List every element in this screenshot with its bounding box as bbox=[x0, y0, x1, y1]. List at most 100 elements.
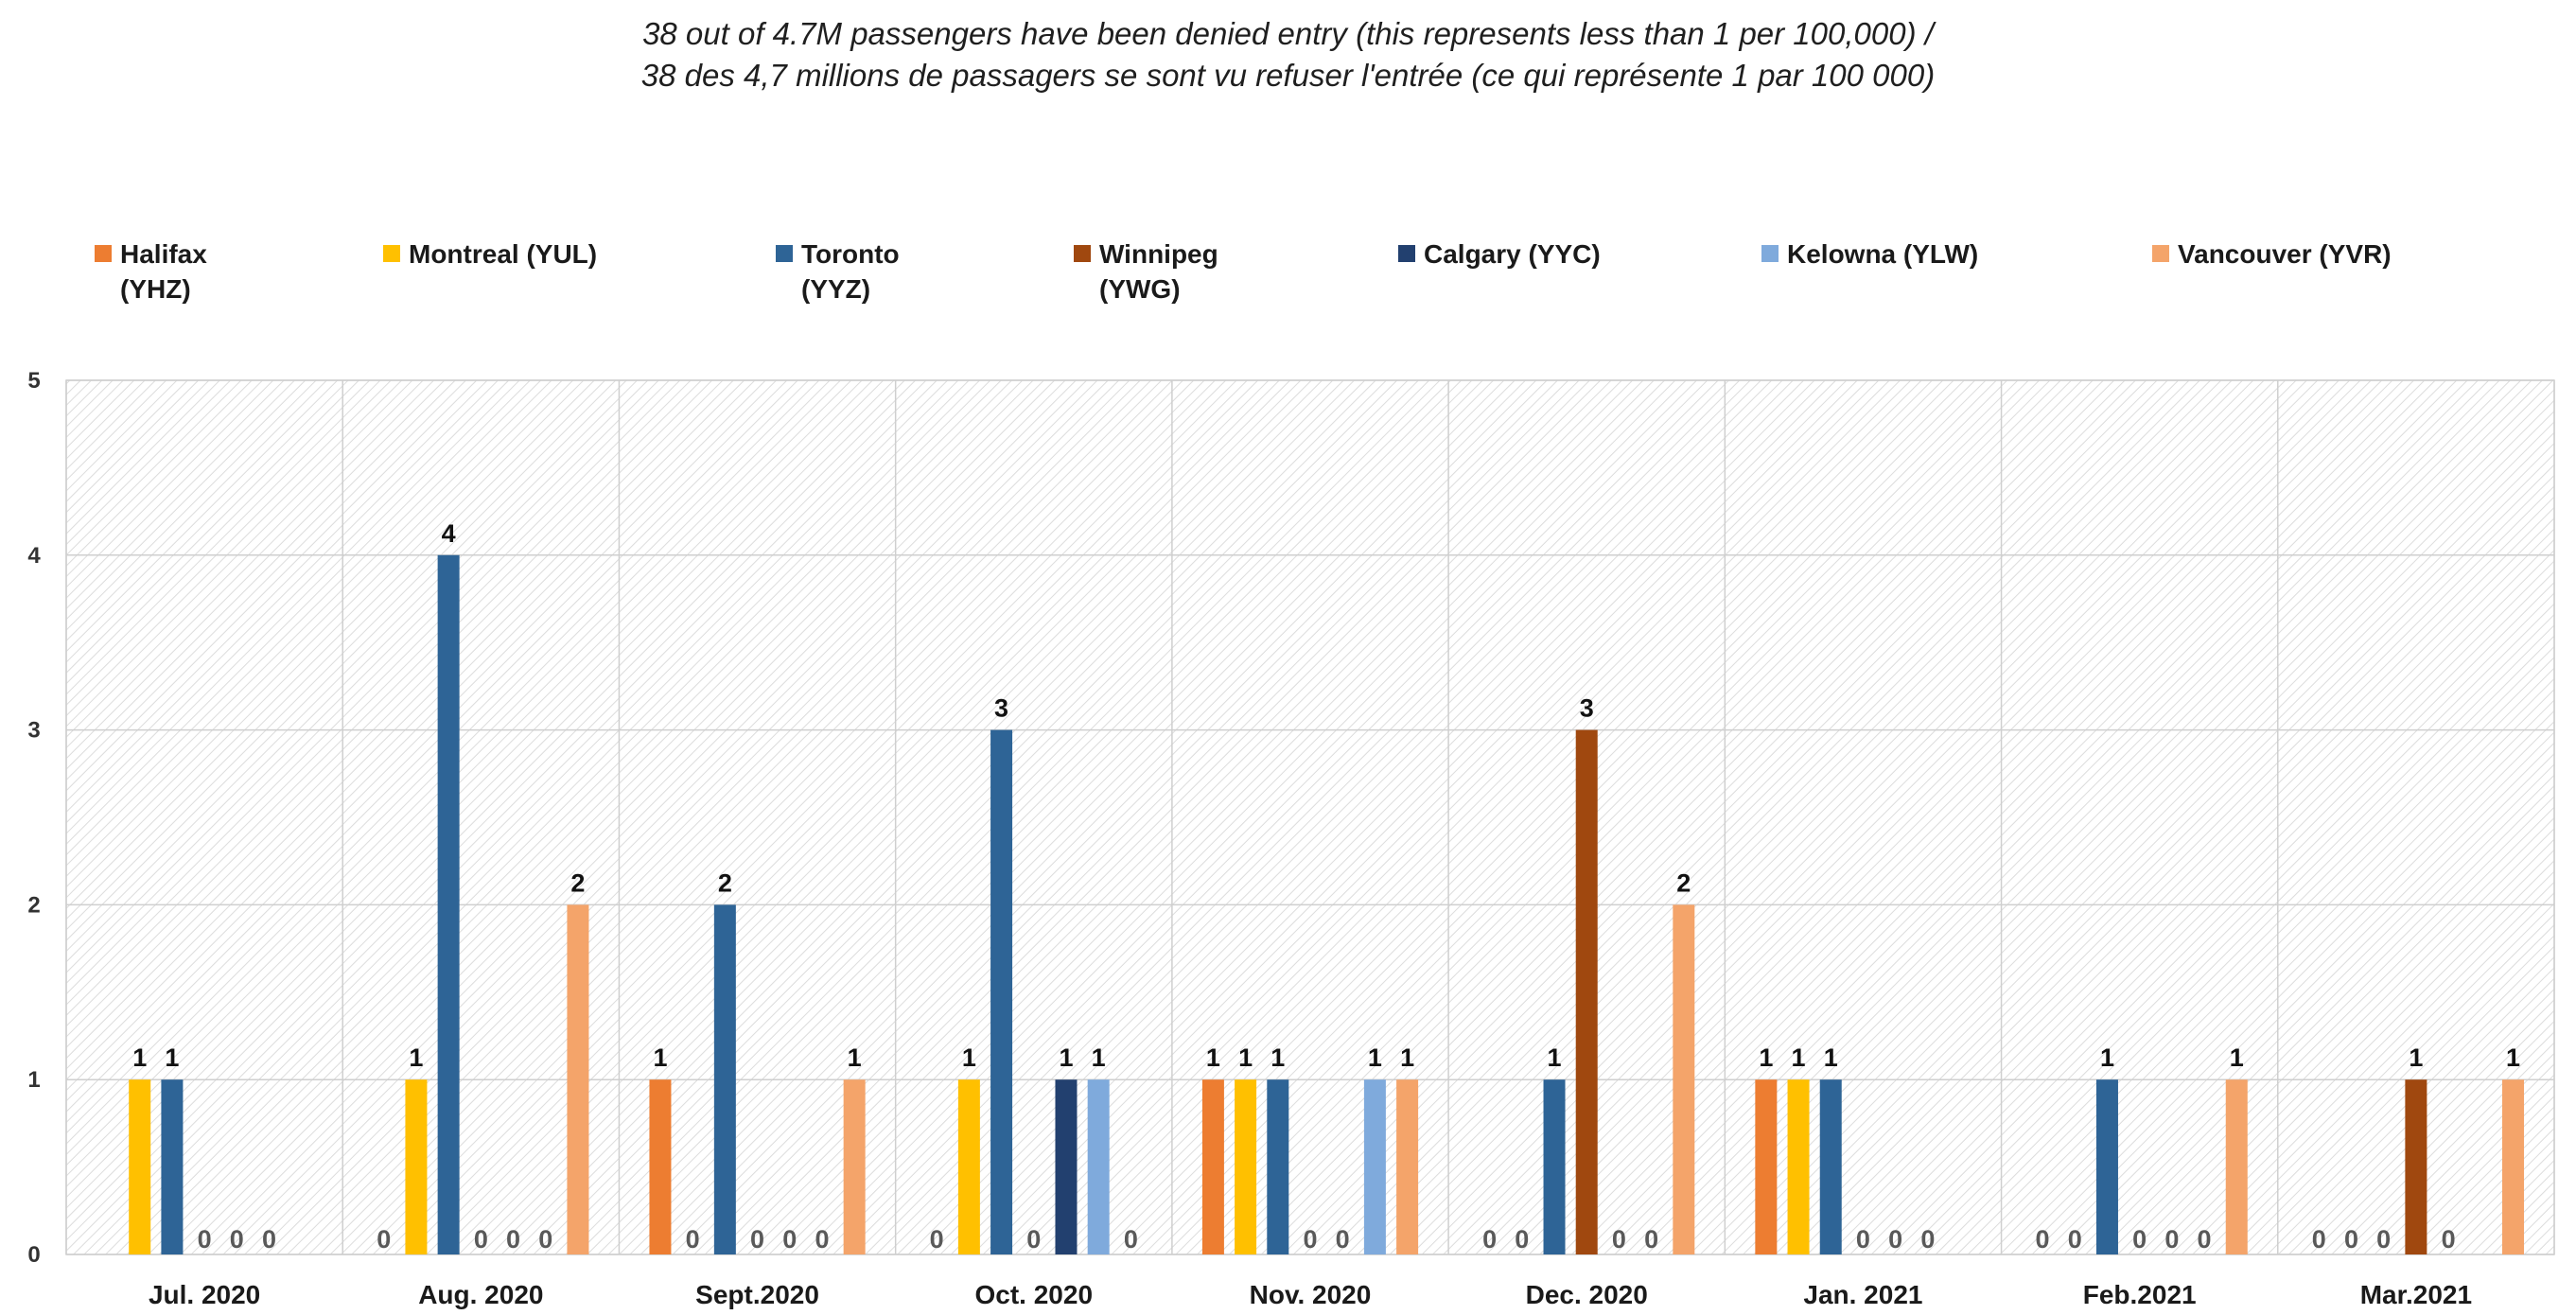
bar bbox=[1363, 1079, 1386, 1254]
data-label: 0 bbox=[815, 1225, 829, 1254]
data-label: 0 bbox=[1124, 1225, 1138, 1254]
x-category-label: Mar.2021 bbox=[2360, 1280, 2472, 1309]
data-label: 1 bbox=[2409, 1043, 2423, 1072]
legend-label-line: Calgary (YYC) bbox=[1424, 239, 1601, 269]
data-label: 0 bbox=[198, 1225, 212, 1254]
y-tick-label: 5 bbox=[27, 368, 40, 394]
legend-label: Montreal (YUL) bbox=[409, 237, 597, 272]
data-label: 1 bbox=[1759, 1043, 1773, 1072]
data-label: 3 bbox=[1580, 694, 1594, 723]
data-label: 0 bbox=[1515, 1225, 1529, 1254]
data-label: 0 bbox=[750, 1225, 764, 1254]
data-label: 0 bbox=[782, 1225, 797, 1254]
data-label: 3 bbox=[994, 694, 1008, 723]
data-label: 1 bbox=[1548, 1043, 1562, 1072]
data-label: 0 bbox=[1612, 1225, 1626, 1254]
legend-item: Montreal (YUL) bbox=[383, 237, 597, 272]
x-category-label: Jan. 2021 bbox=[1803, 1280, 1922, 1309]
legend-item: Toronto (YYZ) bbox=[776, 237, 900, 307]
data-label: 0 bbox=[230, 1225, 244, 1254]
legend-label: Winnipeg (YWG) bbox=[1099, 237, 1218, 307]
legend-label-line: (YYZ) bbox=[801, 274, 871, 304]
y-axis: 0 1 2 3 4 5 bbox=[27, 368, 41, 1268]
bar bbox=[1201, 1079, 1224, 1254]
x-category-label: Aug. 2020 bbox=[418, 1280, 543, 1309]
plot-area bbox=[65, 379, 2555, 1255]
data-label: 0 bbox=[2312, 1225, 2326, 1254]
data-label: 4 bbox=[442, 519, 456, 548]
bar bbox=[1787, 1079, 1810, 1254]
legend-swatch bbox=[95, 245, 112, 262]
y-tick-label: 4 bbox=[27, 543, 41, 569]
bar bbox=[161, 1079, 184, 1254]
bar bbox=[1673, 904, 1695, 1254]
data-label: 0 bbox=[377, 1225, 391, 1254]
bar bbox=[1575, 729, 1598, 1254]
data-label: 1 bbox=[653, 1043, 667, 1072]
legend-label-line: (YHZ) bbox=[120, 274, 191, 304]
data-label: 0 bbox=[2132, 1225, 2147, 1254]
bar bbox=[649, 1079, 672, 1254]
legend-label: Vancouver (YVR) bbox=[2178, 237, 2392, 272]
legend-label: Kelowna (YLW) bbox=[1787, 237, 1978, 272]
bar bbox=[1267, 1079, 1289, 1254]
bar bbox=[2405, 1079, 2427, 1254]
data-label: 0 bbox=[2442, 1225, 2456, 1254]
data-label: 0 bbox=[1336, 1225, 1350, 1254]
data-label: 2 bbox=[1676, 868, 1691, 897]
data-label: 0 bbox=[2036, 1225, 2050, 1254]
bar bbox=[2095, 1079, 2118, 1254]
x-axis: Jul. 2020 Aug. 2020 Sept.2020 Oct. 2020 Nov.… bbox=[149, 1280, 2472, 1309]
data-label: 0 bbox=[1644, 1225, 1658, 1254]
legend-swatch bbox=[1074, 245, 1091, 262]
data-label: 0 bbox=[538, 1225, 552, 1254]
bar bbox=[1755, 1079, 1778, 1254]
x-category-label: Sept.2020 bbox=[695, 1280, 819, 1309]
legend-swatch bbox=[776, 245, 793, 262]
chart-title-line-1: 38 out of 4.7M passengers have been deni… bbox=[642, 16, 1934, 51]
bar bbox=[1055, 1079, 1078, 1254]
bar bbox=[843, 1079, 866, 1254]
y-tick-label: 0 bbox=[27, 1242, 40, 1268]
legend-label-line: Vancouver (YVR) bbox=[2178, 239, 2392, 269]
data-label: 1 bbox=[1400, 1043, 1414, 1072]
data-label: 1 bbox=[165, 1043, 179, 1072]
data-label: 0 bbox=[1920, 1225, 1935, 1254]
plot-background bbox=[65, 379, 2555, 1255]
chart-title-line-2: 38 des 4,7 millions de passagers se sont… bbox=[640, 58, 1936, 93]
data-label: 1 bbox=[1270, 1043, 1285, 1072]
legend-label: Calgary (YYC) bbox=[1424, 237, 1601, 272]
bar bbox=[990, 729, 1013, 1254]
legend-item: Calgary (YYC) bbox=[1398, 237, 1601, 272]
data-label: 1 bbox=[1368, 1043, 1382, 1072]
data-label: 1 bbox=[1059, 1043, 1073, 1072]
bar bbox=[1543, 1079, 1566, 1254]
data-label: 1 bbox=[2506, 1043, 2520, 1072]
data-label: 1 bbox=[2100, 1043, 2114, 1072]
bar bbox=[1396, 1079, 1419, 1254]
chart-legend: Halifax (YHZ) Montreal (YUL) Toronto (YYZ) Wi… bbox=[0, 237, 2576, 322]
bar bbox=[2501, 1079, 2524, 1254]
bar bbox=[405, 1079, 428, 1254]
data-label: 0 bbox=[1303, 1225, 1317, 1254]
data-label: 0 bbox=[2376, 1225, 2391, 1254]
data-label: 0 bbox=[1888, 1225, 1902, 1254]
legend-item: Vancouver (YVR) bbox=[2152, 237, 2392, 272]
legend-label-line: Winnipeg bbox=[1099, 239, 1218, 269]
data-label: 1 bbox=[1092, 1043, 1106, 1072]
bar bbox=[1087, 1079, 1110, 1254]
data-label: 1 bbox=[1792, 1043, 1806, 1072]
bar bbox=[129, 1079, 151, 1254]
y-tick-label: 3 bbox=[27, 718, 40, 744]
legend-label-line: Halifax bbox=[120, 239, 207, 269]
data-label: 0 bbox=[506, 1225, 520, 1254]
x-category-label: Oct. 2020 bbox=[975, 1280, 1094, 1309]
bar bbox=[437, 554, 460, 1254]
legend-swatch bbox=[1398, 245, 1415, 262]
data-label: 0 bbox=[474, 1225, 488, 1254]
data-label: 1 bbox=[132, 1043, 147, 1072]
data-label: 2 bbox=[570, 868, 585, 897]
legend-item: Winnipeg (YWG) bbox=[1074, 237, 1218, 307]
